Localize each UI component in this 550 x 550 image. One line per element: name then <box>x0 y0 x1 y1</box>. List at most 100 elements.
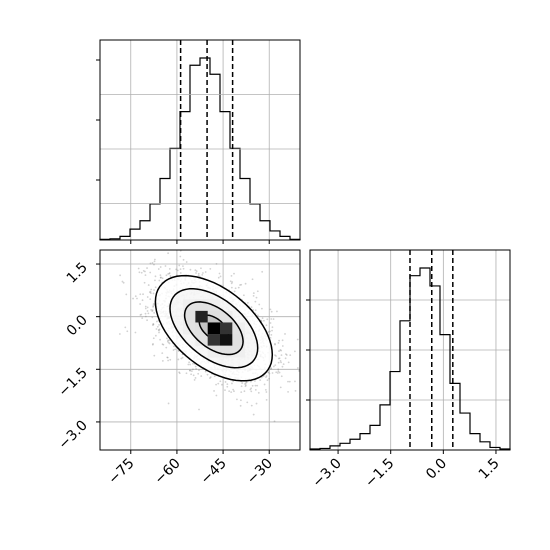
scatter-point <box>182 258 185 261</box>
scatter-point <box>273 420 276 423</box>
scatter-point <box>144 305 147 308</box>
scatter-point <box>153 260 156 263</box>
scatter-point <box>261 317 264 320</box>
scatter-point <box>139 293 142 296</box>
scatter-point <box>269 330 271 333</box>
y-tick-label: 0.0 <box>64 312 91 339</box>
scatter-point <box>270 333 273 336</box>
scatter-point <box>294 389 297 392</box>
scatter-point <box>175 268 178 271</box>
scatter-point <box>302 363 304 365</box>
scatter-point <box>287 390 289 393</box>
x-tick-label: 1.5 <box>476 456 503 483</box>
scatter-point <box>232 388 235 391</box>
scatter-point <box>190 373 193 376</box>
scatter-point <box>194 377 197 379</box>
x-tick-label: −3.0 <box>310 456 345 491</box>
scatter-point <box>153 289 155 291</box>
scatter-point <box>134 295 137 298</box>
scatter-point <box>268 377 270 380</box>
scatter-point <box>180 357 183 360</box>
scatter-point <box>158 328 161 331</box>
scatter-point <box>166 356 169 359</box>
scatter-point <box>146 306 149 309</box>
scatter-point <box>178 264 181 267</box>
scatter-point <box>160 276 162 279</box>
scatter-point <box>152 342 154 345</box>
y-tick-label: −3.0 <box>55 417 90 452</box>
scatter-point <box>177 358 180 361</box>
scatter-point <box>219 380 222 383</box>
scatter-point <box>152 337 155 340</box>
scatter-point <box>182 265 184 268</box>
scatter-point <box>242 294 245 297</box>
scatter-point <box>144 315 147 318</box>
scatter-point <box>271 372 274 374</box>
scatter-point <box>155 328 158 330</box>
scatter-point <box>141 317 144 319</box>
density-cell <box>220 322 233 335</box>
scatter-point <box>239 399 242 402</box>
x-tick-label: −1.5 <box>362 456 397 491</box>
scatter-point <box>198 369 200 372</box>
x-tick-label: −75 <box>105 456 137 488</box>
scatter-point <box>255 296 258 299</box>
scatter-point <box>173 345 175 348</box>
scatter-point <box>230 286 233 289</box>
scatter-point <box>124 326 127 329</box>
density-center <box>195 310 233 346</box>
scatter-point <box>256 290 259 293</box>
scatter-point <box>158 279 161 282</box>
scatter-point <box>190 370 193 373</box>
scatter-point <box>206 373 209 376</box>
scatter-point <box>166 337 168 340</box>
scatter-point <box>280 361 282 364</box>
scatter-point <box>136 297 138 300</box>
scatter-point <box>168 272 171 275</box>
scatter-point <box>195 368 198 370</box>
scatter-point <box>144 312 147 315</box>
scatter-point <box>269 308 272 311</box>
scatter-point <box>155 320 158 323</box>
scatter-point <box>233 390 235 393</box>
scatter-point <box>307 360 309 362</box>
scatter-point <box>288 380 291 383</box>
y-tick-label: 1.5 <box>64 260 91 287</box>
density-cell <box>220 334 233 346</box>
scatter-point <box>215 383 217 386</box>
scatter-point <box>281 339 284 342</box>
scatter-point <box>254 309 257 311</box>
scatter-point <box>192 368 194 371</box>
scatter-point <box>278 357 281 360</box>
scatter-point <box>298 370 300 372</box>
scatter-point <box>189 369 192 372</box>
scatter-point <box>275 371 278 374</box>
scatter-point <box>319 325 321 327</box>
scatter-point <box>250 306 253 309</box>
scatter-point <box>265 391 268 393</box>
scatter-point <box>174 348 177 351</box>
scatter-point <box>188 361 190 364</box>
scatter-point <box>296 367 299 369</box>
joint-density-panel: −75 −60 −45 −30 −3.0 −1.5 0.0 1.5 <box>55 249 321 488</box>
scatter-point <box>256 314 259 317</box>
scatter-point <box>195 272 197 274</box>
scatter-point <box>239 284 241 286</box>
scatter-point <box>166 340 169 343</box>
scatter-point <box>176 269 179 272</box>
scatter-point <box>246 301 249 304</box>
scatter-point <box>187 363 190 366</box>
histogram-param2-frame <box>309 249 511 451</box>
density-cell <box>207 322 220 335</box>
scatter-point <box>146 319 148 322</box>
scatter-point <box>254 389 257 391</box>
scatter-point <box>266 318 269 321</box>
scatter-point <box>158 329 160 332</box>
scatter-point <box>143 281 146 284</box>
histogram-param1-panel <box>96 39 301 244</box>
scatter-point <box>254 300 257 303</box>
scatter-point <box>119 274 121 277</box>
scatter-point <box>232 380 235 383</box>
scatter-point <box>281 365 284 368</box>
scatter-point <box>192 362 194 365</box>
